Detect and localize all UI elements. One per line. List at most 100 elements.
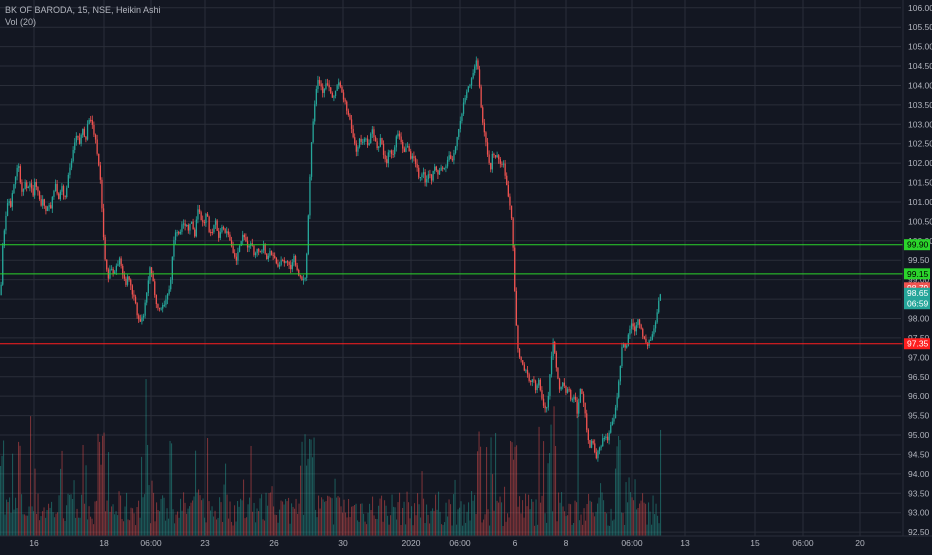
volume-bar — [36, 513, 38, 536]
candle-body — [30, 183, 33, 189]
volume-bar — [513, 459, 515, 536]
candle-body — [614, 407, 617, 419]
volume-bar — [145, 379, 147, 536]
volume-bar — [471, 491, 473, 536]
candle-body — [374, 137, 377, 142]
volume-bar — [613, 519, 615, 536]
volume-bar — [118, 491, 120, 536]
volume-bar — [565, 516, 567, 536]
volume-bar — [318, 495, 320, 536]
candle-body — [371, 129, 373, 134]
candle-body — [558, 378, 561, 390]
candle-body — [480, 86, 482, 108]
volume-bar — [243, 479, 245, 536]
candle-body — [326, 83, 329, 85]
candle-body — [645, 338, 647, 343]
volume-bar — [487, 509, 489, 536]
level-tag: 99.15 — [904, 268, 930, 280]
price-marker: 98.65 — [904, 287, 930, 299]
volume-bar — [630, 492, 632, 536]
volume-bar — [259, 498, 261, 536]
volume-bar — [76, 508, 78, 536]
volume-bar — [376, 519, 378, 536]
candle-body — [147, 280, 149, 293]
candle-body — [144, 302, 146, 316]
volume-bar — [657, 515, 659, 536]
volume-bar — [180, 498, 182, 536]
candle-body — [619, 365, 621, 382]
volume-bar — [61, 450, 63, 536]
candle-body — [24, 182, 26, 189]
candle-body — [11, 193, 13, 207]
price-tick-label: 105.50 — [908, 22, 932, 32]
candle-body — [541, 390, 543, 399]
volume-bar — [622, 512, 624, 536]
candle-body — [459, 120, 461, 129]
candle-body — [382, 144, 385, 155]
price-tick-label: 104.50 — [908, 61, 932, 71]
volume-bar — [244, 518, 246, 536]
candle-body — [138, 315, 140, 320]
candle-body — [94, 134, 97, 140]
symbol-title[interactable]: BK OF BARODA, 15, NSE, Heikin Ashi — [5, 5, 161, 15]
candle-body — [206, 213, 209, 217]
candle-body — [334, 90, 337, 96]
time-tick-label: 23 — [200, 538, 210, 548]
candle-body — [618, 381, 620, 398]
volume-bar — [24, 514, 26, 536]
volume-bar — [60, 468, 62, 536]
volume-bar — [345, 512, 347, 536]
candle-body — [302, 279, 305, 281]
candle-body — [467, 86, 469, 92]
candle-body — [630, 323, 633, 329]
volume-bar — [3, 440, 5, 536]
volume-bar — [643, 502, 645, 536]
volume-bar — [270, 492, 272, 536]
volume-bar — [156, 502, 158, 536]
volume-bar — [571, 524, 573, 536]
volume-bar — [385, 505, 387, 536]
volume-bar — [144, 494, 146, 536]
volume-bar — [219, 497, 221, 536]
volume-bar — [123, 521, 125, 536]
candle-body — [200, 212, 202, 221]
volume-bar — [40, 516, 42, 536]
volume-bar — [349, 517, 351, 536]
candle-body — [432, 171, 434, 181]
volume-bar — [241, 500, 243, 536]
volume-bar — [364, 521, 366, 536]
volume-bar — [105, 511, 107, 536]
level-tag-text: 99.15 — [907, 269, 929, 279]
candle-body — [413, 156, 415, 159]
volume-bar — [261, 494, 263, 536]
candle-body — [589, 440, 591, 448]
candle-body — [262, 244, 265, 251]
volume-bar — [54, 517, 56, 536]
volume-bar — [292, 506, 294, 536]
candle-body — [219, 232, 221, 238]
volume-indicator-label[interactable]: Vol (20) — [5, 17, 37, 27]
candle-body — [643, 336, 645, 339]
candle-body — [21, 182, 23, 192]
volume-bar — [579, 520, 581, 536]
time-tick-label: 8 — [564, 538, 569, 548]
candle-body — [365, 138, 367, 140]
volume-bar — [46, 509, 48, 536]
candle-body — [290, 264, 292, 270]
candle-body — [514, 247, 516, 292]
candle-body — [141, 317, 143, 322]
volume-bar — [181, 510, 183, 536]
volume-bar — [333, 524, 335, 536]
candle-body — [651, 334, 653, 340]
volume-bar — [238, 506, 240, 536]
candle-body — [278, 264, 281, 267]
candle-body — [557, 367, 559, 379]
candle-body — [314, 104, 316, 122]
candle-body — [85, 136, 87, 140]
volume-bar — [402, 507, 404, 536]
volume-bar — [58, 495, 60, 536]
volume-bar — [562, 506, 564, 536]
volume-bar — [124, 506, 126, 536]
